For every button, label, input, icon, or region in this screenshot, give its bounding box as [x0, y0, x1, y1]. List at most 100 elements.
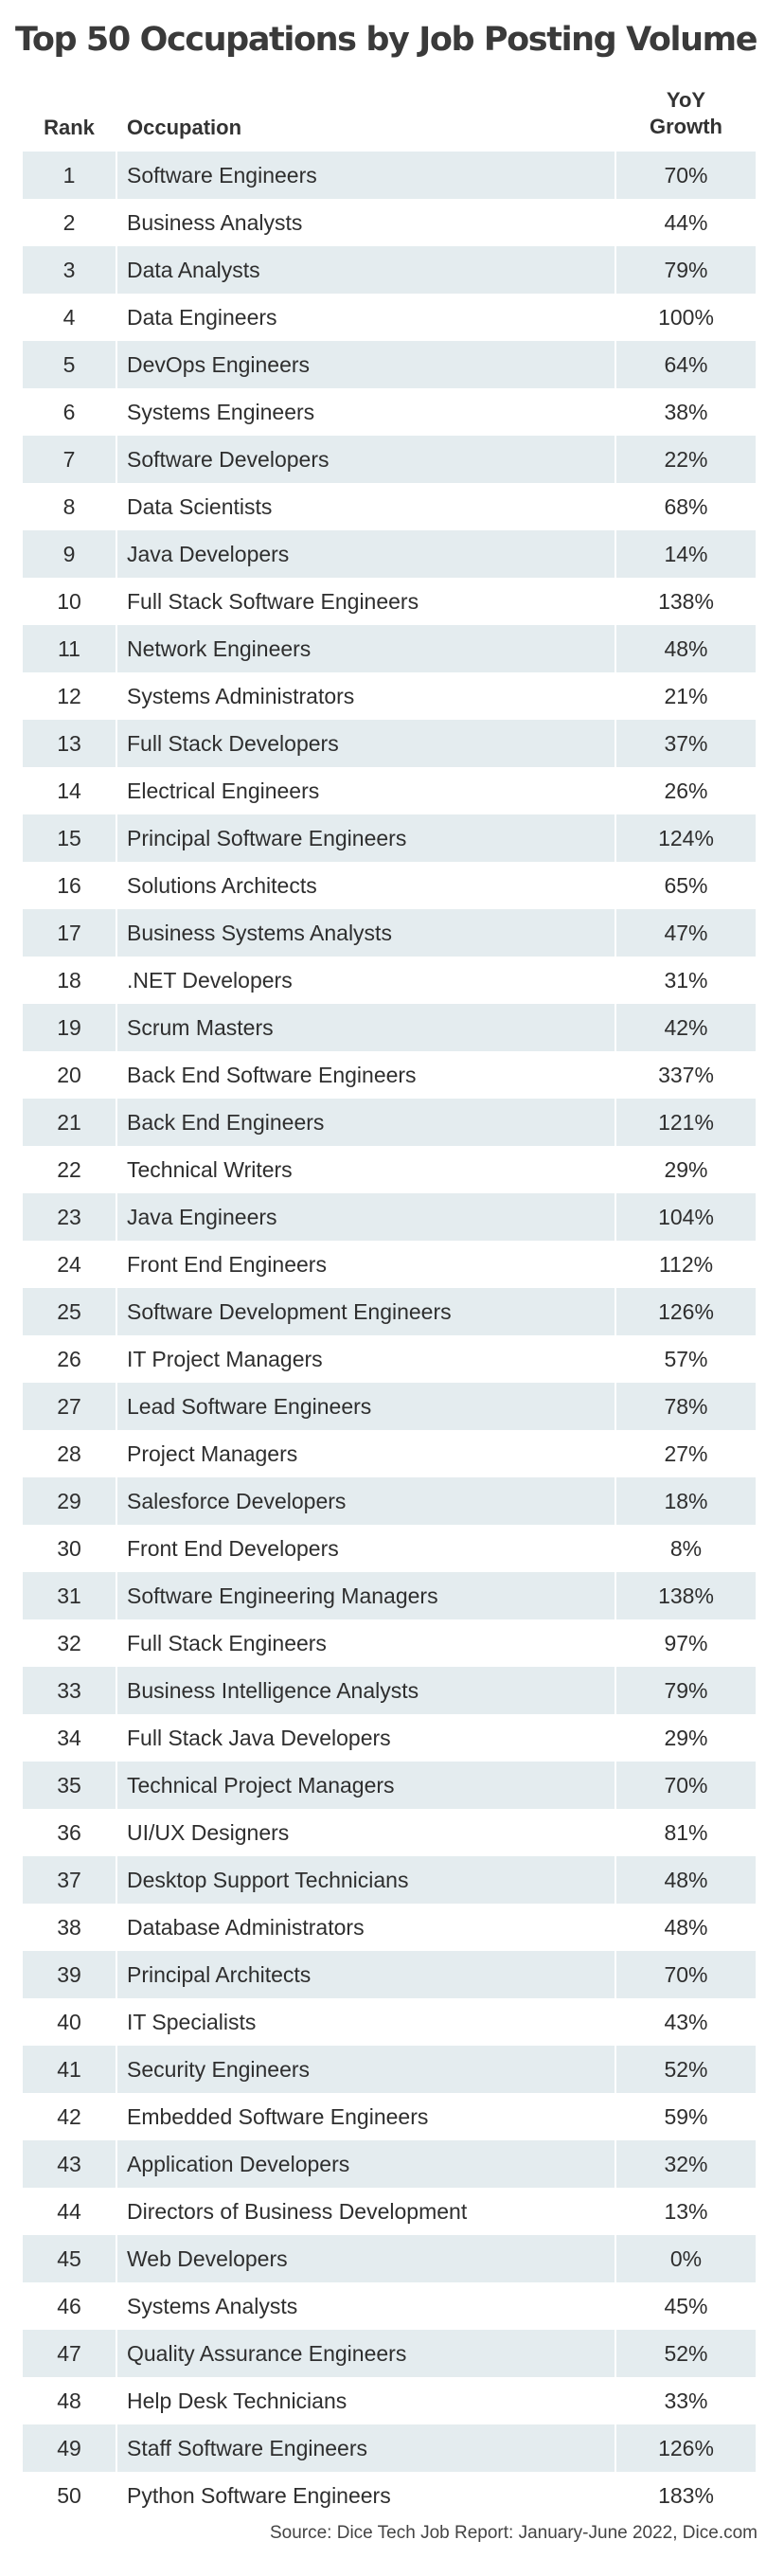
- rank-cell: 37: [23, 1856, 116, 1904]
- table-row: 18 .NET Developers 31%: [23, 957, 756, 1004]
- rank-cell: 14: [57, 778, 81, 803]
- chart-title: Top 50 Occupations by Job Posting Volume: [15, 21, 757, 59]
- occupation-cell: Software Development Engineers: [117, 1288, 615, 1335]
- yoy-growth-cell: 100%: [658, 304, 714, 330]
- yoy-growth-cell: 70%: [616, 1951, 756, 1998]
- table-row: 4 Data Engineers 100%: [23, 294, 756, 341]
- table-row: 9 Java Developers 14%: [23, 530, 756, 578]
- header-yoy-growth-line1: YoY: [666, 88, 706, 112]
- rank-cell: 6: [62, 399, 76, 424]
- rank-cell: 30: [57, 1535, 81, 1561]
- yoy-growth-cell: 104%: [616, 1193, 756, 1241]
- occupation-cell: DevOps Engineers: [117, 341, 615, 388]
- yoy-growth-cell: 18%: [616, 1477, 756, 1525]
- table-row: 24 Front End Engineers 112%: [23, 1241, 756, 1288]
- occupation-table: 1 Software Engineers 70% 2 Business Analysts…: [23, 152, 756, 2519]
- yoy-growth-cell: 79%: [616, 1667, 756, 1714]
- table-row: 34 Full Stack Java Developers 29%: [23, 1714, 756, 1762]
- table-row: 37 Desktop Support Technicians 48%: [23, 1856, 756, 1904]
- occupation-cell: UI/UX Designers: [127, 1819, 290, 1845]
- yoy-growth-cell: 64%: [616, 341, 756, 388]
- table-row: 10 Full Stack Software Engineers 138%: [23, 578, 756, 625]
- table-row: 15 Principal Software Engineers 124%: [23, 814, 756, 862]
- occupation-cell: Business Intelligence Analysts: [117, 1667, 615, 1714]
- rank-cell: 40: [57, 2009, 81, 2034]
- yoy-growth-cell: 38%: [664, 399, 708, 424]
- table-row: 3 Data Analysts 79%: [23, 246, 756, 294]
- rank-cell: 39: [23, 1951, 116, 1998]
- table-header: Rank Occupation YoY Growth: [23, 87, 756, 150]
- rank-cell: 34: [57, 1725, 81, 1750]
- rank-cell: 8: [62, 493, 76, 519]
- occupation-cell: Solutions Architects: [127, 872, 317, 898]
- yoy-growth-cell: 8%: [669, 1535, 703, 1561]
- yoy-growth-cell: 29%: [664, 1725, 708, 1750]
- yoy-growth-cell: 31%: [664, 967, 708, 993]
- yoy-growth-cell: 112%: [658, 1251, 714, 1277]
- yoy-growth-cell: 43%: [664, 2009, 708, 2034]
- yoy-growth-cell: 13%: [664, 2198, 708, 2224]
- table-row: 21 Back End Engineers 121%: [23, 1099, 756, 1146]
- yoy-growth-cell: 47%: [616, 909, 756, 957]
- rank-cell: 2: [62, 209, 76, 235]
- rank-cell: 35: [23, 1762, 116, 1809]
- occupation-cell: Web Developers: [117, 2235, 615, 2282]
- table-row: 13 Full Stack Developers 37%: [23, 720, 756, 767]
- rank-cell: 31: [23, 1572, 116, 1619]
- rank-cell: 28: [57, 1440, 81, 1466]
- rank-cell: 23: [23, 1193, 116, 1241]
- yoy-growth-cell: 65%: [664, 872, 708, 898]
- rank-cell: 20: [57, 1062, 81, 1087]
- rank-cell: 42: [57, 2103, 81, 2129]
- occupation-cell: Data Analysts: [117, 246, 615, 294]
- yoy-growth-cell: 33%: [664, 2388, 708, 2413]
- table-row: 50 Python Software Engineers 183%: [23, 2472, 756, 2519]
- yoy-growth-cell: 59%: [664, 2103, 708, 2129]
- yoy-growth-cell: 81%: [664, 1819, 708, 1845]
- yoy-growth-cell: 126%: [616, 1288, 756, 1335]
- rank-cell: 9: [23, 530, 116, 578]
- yoy-growth-cell: 70%: [616, 1762, 756, 1809]
- table-row: 29 Salesforce Developers 18%: [23, 1477, 756, 1525]
- yoy-growth-cell: 29%: [664, 1156, 708, 1182]
- occupation-cell: Python Software Engineers: [127, 2482, 391, 2508]
- occupation-cell: Business Analysts: [127, 209, 303, 235]
- table-row: 32 Full Stack Engineers 97%: [23, 1619, 756, 1667]
- rank-cell: 48: [57, 2388, 81, 2413]
- rank-cell: 18: [57, 967, 81, 993]
- occupation-cell: Directors of Business Development: [127, 2198, 468, 2224]
- rank-cell: 47: [23, 2330, 116, 2377]
- rank-cell: 38: [57, 1914, 81, 1940]
- occupation-cell: IT Specialists: [127, 2009, 257, 2034]
- table-row: 28 Project Managers 27%: [23, 1430, 756, 1477]
- yoy-growth-cell: 337%: [658, 1062, 714, 1087]
- table-row: 22 Technical Writers 29%: [23, 1146, 756, 1193]
- table-row: 44 Directors of Business Development 13%: [23, 2188, 756, 2235]
- yoy-growth-cell: 183%: [658, 2482, 714, 2508]
- table-row: 47 Quality Assurance Engineers 52%: [23, 2330, 756, 2377]
- table-row: 30 Front End Developers 8%: [23, 1525, 756, 1572]
- rank-cell: 27: [23, 1383, 116, 1430]
- rank-cell: 43: [23, 2140, 116, 2188]
- yoy-growth-cell: 45%: [664, 2293, 708, 2318]
- rank-cell: 15: [23, 814, 116, 862]
- yoy-growth-cell: 14%: [616, 530, 756, 578]
- occupation-cell: Back End Engineers: [117, 1099, 615, 1146]
- table-row: 8 Data Scientists 68%: [23, 483, 756, 530]
- table-row: 31 Software Engineering Managers 138%: [23, 1572, 756, 1619]
- occupation-cell: Help Desk Technicians: [127, 2388, 347, 2413]
- occupation-cell: Full Stack Engineers: [127, 1630, 327, 1655]
- rank-cell: 26: [57, 1346, 81, 1371]
- table-row: 48 Help Desk Technicians 33%: [23, 2377, 756, 2424]
- occupation-cell: Technical Project Managers: [117, 1762, 615, 1809]
- table-row: 19 Scrum Masters 42%: [23, 1004, 756, 1051]
- occupation-cell: Lead Software Engineers: [117, 1383, 615, 1430]
- table-row: 7 Software Developers 22%: [23, 436, 756, 483]
- occupation-cell: Scrum Masters: [117, 1004, 615, 1051]
- occupation-cell: Electrical Engineers: [127, 778, 320, 803]
- occupation-cell: Embedded Software Engineers: [127, 2103, 429, 2129]
- yoy-growth-cell: 48%: [616, 1856, 756, 1904]
- yoy-growth-cell: 138%: [616, 1572, 756, 1619]
- rank-cell: 22: [57, 1156, 81, 1182]
- yoy-growth-cell: 32%: [616, 2140, 756, 2188]
